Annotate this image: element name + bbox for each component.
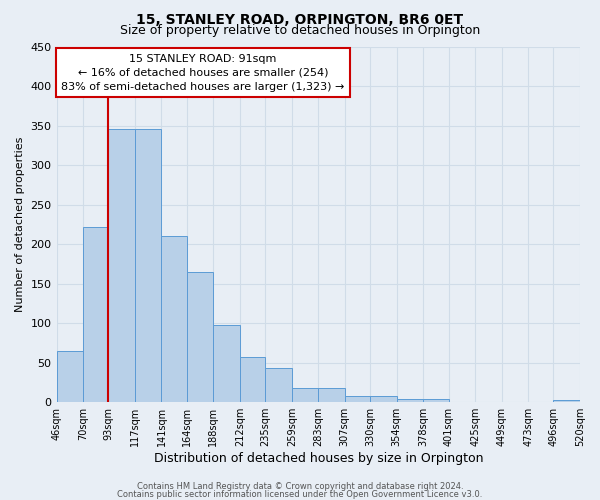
Bar	[292, 388, 318, 402]
Bar	[240, 357, 265, 402]
Bar	[135, 130, 161, 402]
Bar	[214, 324, 240, 402]
Bar	[345, 396, 370, 402]
Bar	[161, 236, 187, 402]
Bar	[83, 226, 109, 402]
Bar	[423, 399, 449, 402]
Bar	[553, 400, 580, 402]
Text: Size of property relative to detached houses in Orpington: Size of property relative to detached ho…	[120, 24, 480, 37]
Bar	[370, 396, 397, 402]
Bar	[56, 351, 83, 402]
Bar	[265, 368, 292, 402]
Text: 15, STANLEY ROAD, ORPINGTON, BR6 0ET: 15, STANLEY ROAD, ORPINGTON, BR6 0ET	[136, 12, 464, 26]
Text: 15 STANLEY ROAD: 91sqm
← 16% of detached houses are smaller (254)
83% of semi-de: 15 STANLEY ROAD: 91sqm ← 16% of detached…	[61, 54, 345, 92]
Y-axis label: Number of detached properties: Number of detached properties	[15, 136, 25, 312]
Bar	[187, 272, 214, 402]
Text: Contains public sector information licensed under the Open Government Licence v3: Contains public sector information licen…	[118, 490, 482, 499]
Bar	[397, 399, 423, 402]
Bar	[318, 388, 345, 402]
X-axis label: Distribution of detached houses by size in Orpington: Distribution of detached houses by size …	[154, 452, 483, 465]
Bar	[109, 130, 135, 402]
Text: Contains HM Land Registry data © Crown copyright and database right 2024.: Contains HM Land Registry data © Crown c…	[137, 482, 463, 491]
